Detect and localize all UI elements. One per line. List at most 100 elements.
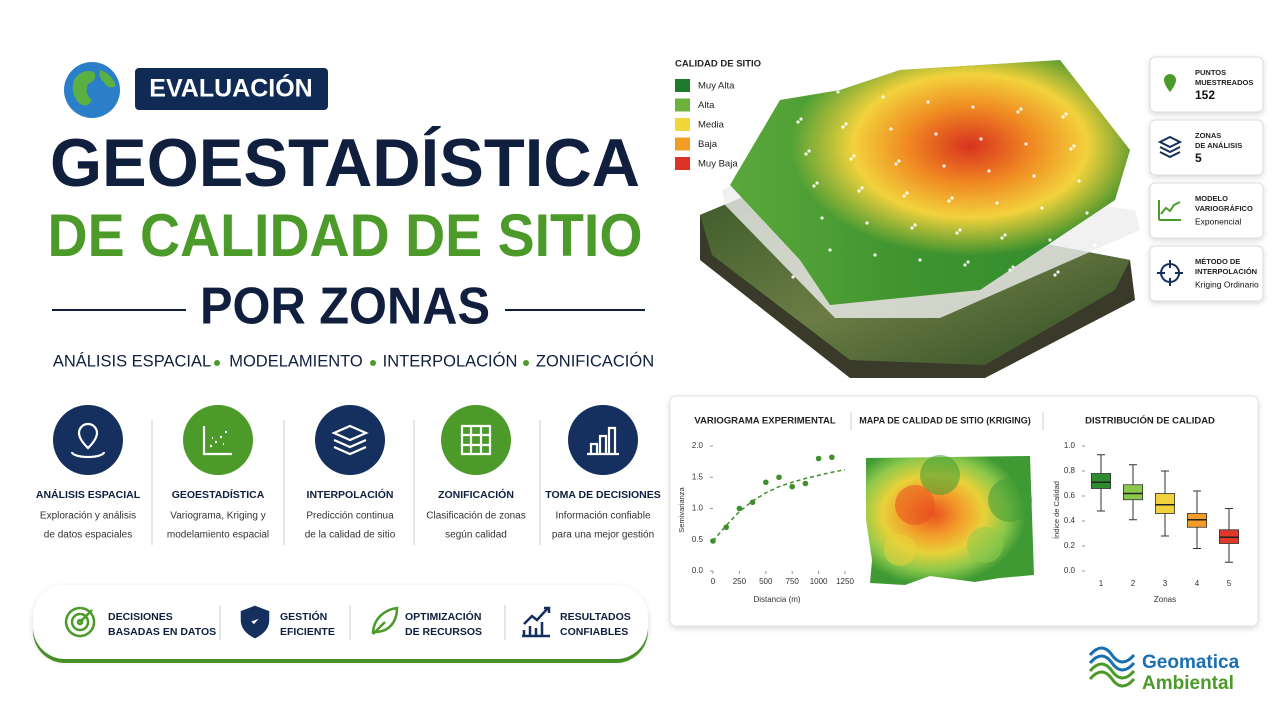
sample-point [995, 201, 999, 205]
x-tick-label: 1250 [836, 577, 854, 586]
sample-point [828, 248, 832, 252]
brand-name: Ambiental [1142, 673, 1234, 694]
feature-title: GEOESTADÍSTICA [172, 488, 265, 501]
sample-point [849, 157, 853, 161]
benefit-text: GESTIÓN [280, 610, 327, 623]
stat-icon [1158, 200, 1181, 221]
stat-label: MODELO [1195, 194, 1228, 203]
stat-label: INTERPOLACIÓN [1195, 267, 1257, 276]
sample-point [934, 132, 938, 136]
feature-text: Exploración y análisis [40, 511, 136, 522]
sample-point [1064, 112, 1068, 116]
box [1123, 484, 1144, 501]
legend-label: Muy Alta [698, 81, 735, 92]
y-tick-label: 0.6 [1064, 491, 1076, 500]
feature-text: modelamiento espacial [167, 530, 269, 541]
feature-title: INTERPOLACIÓN [307, 488, 394, 501]
legend-swatch [675, 79, 690, 92]
sample-point [1011, 265, 1015, 269]
legend-title: CALIDAD DE SITIO [675, 59, 761, 70]
legend-swatch [675, 157, 690, 170]
stat-label: PUNTOS [1195, 68, 1226, 77]
title: DE CALIDAD DE SITIO [48, 202, 643, 269]
badge-text: EVALUACIÓN [149, 73, 312, 103]
keyword: ZONIFICACIÓN [536, 351, 654, 370]
sample-point [804, 152, 808, 156]
quality-hotspot [730, 60, 1130, 305]
brand-name: Geomatica [1142, 652, 1240, 673]
kriging-blob [988, 478, 1032, 522]
legend-swatch [675, 98, 690, 112]
sample-point [807, 149, 811, 153]
sample-point [791, 275, 795, 279]
stat-card [1149, 56, 1264, 113]
feature-glyph [460, 424, 492, 456]
feature-glyph [331, 424, 369, 456]
sample-point [910, 226, 914, 230]
title: POR ZONAS [200, 278, 490, 336]
sample-point [1085, 211, 1089, 215]
feature-icon [568, 405, 638, 475]
kriging-blob [884, 534, 916, 566]
y-tick-label: 0.0 [692, 566, 704, 575]
sample-point [865, 221, 869, 225]
feature-text: Variograma, Kriging y [170, 511, 265, 522]
benefit-icon [240, 605, 270, 639]
stat-label: ZONAS [1195, 131, 1221, 140]
benefit-icon [371, 606, 399, 635]
sample-point [926, 100, 930, 104]
stat-value: Exponencial [1195, 216, 1241, 226]
sample-point [796, 120, 800, 124]
x-axis-label: Distancia (m) [753, 595, 800, 604]
chart-title: DISTRIBUCIÓN DE CALIDAD [1085, 415, 1215, 427]
feature-text: Clasificación de zonas [426, 511, 526, 522]
y-tick-label: 1.5 [692, 472, 704, 481]
feature-text: Predicción continua [306, 511, 394, 522]
sample-point [881, 95, 885, 99]
sample-point [1053, 273, 1057, 277]
sample-point [1048, 238, 1052, 242]
stat-card [1149, 182, 1264, 239]
brand-logo [1088, 654, 1136, 672]
keyword: MODELAMIENTO [229, 352, 363, 370]
keyword: ANÁLISIS ESPACIAL [53, 351, 211, 370]
benefit-text: RESULTADOS [560, 611, 631, 623]
feature-title: TOMA DE DECISIONES [545, 489, 661, 501]
point [815, 455, 822, 462]
sample-point [844, 122, 848, 126]
kriging-blob [920, 455, 960, 495]
point [749, 499, 756, 506]
box [1091, 473, 1112, 489]
stat-label: MÉTODO DE [1195, 257, 1240, 266]
feature-glyph [587, 426, 619, 456]
stat-value: 5 [1195, 151, 1202, 165]
stat-label: DE ANÁLISIS [1195, 141, 1242, 150]
keyword: INTERPOLACIÓN [383, 351, 518, 370]
feature-title: ANÁLISIS ESPACIAL [36, 488, 141, 501]
point [736, 505, 743, 512]
globe-land [72, 70, 116, 106]
x-tick-label: 500 [759, 577, 773, 586]
y-tick-label: 0.2 [1064, 541, 1076, 550]
feature-icon [441, 405, 511, 475]
stat-card [1149, 245, 1264, 302]
y-tick-label: 1.0 [1064, 441, 1076, 450]
legend-label: Muy Baja [698, 159, 738, 170]
sample-point [905, 191, 909, 195]
kriging-blob [895, 485, 935, 525]
chart-title: VARIOGRAMA EXPERIMENTAL [694, 416, 835, 427]
sample-point [841, 125, 845, 129]
legend-swatch [675, 137, 690, 151]
y-axis-label: Semivarianza [677, 486, 686, 532]
chart-title: MAPA DE CALIDAD DE SITIO (KRIGING) [859, 415, 1031, 425]
point [829, 454, 835, 461]
sample-point [820, 216, 824, 220]
benefit-text: DECISIONES [108, 611, 173, 623]
feature-title: ZONIFICACIÓN [438, 488, 514, 501]
sample-point [947, 199, 951, 203]
feature-text: de la calidad de sitio [305, 530, 396, 541]
sample-point [1040, 206, 1044, 210]
benefit-text: OPTIMIZACIÓN [405, 610, 481, 623]
sample-point [979, 137, 983, 141]
